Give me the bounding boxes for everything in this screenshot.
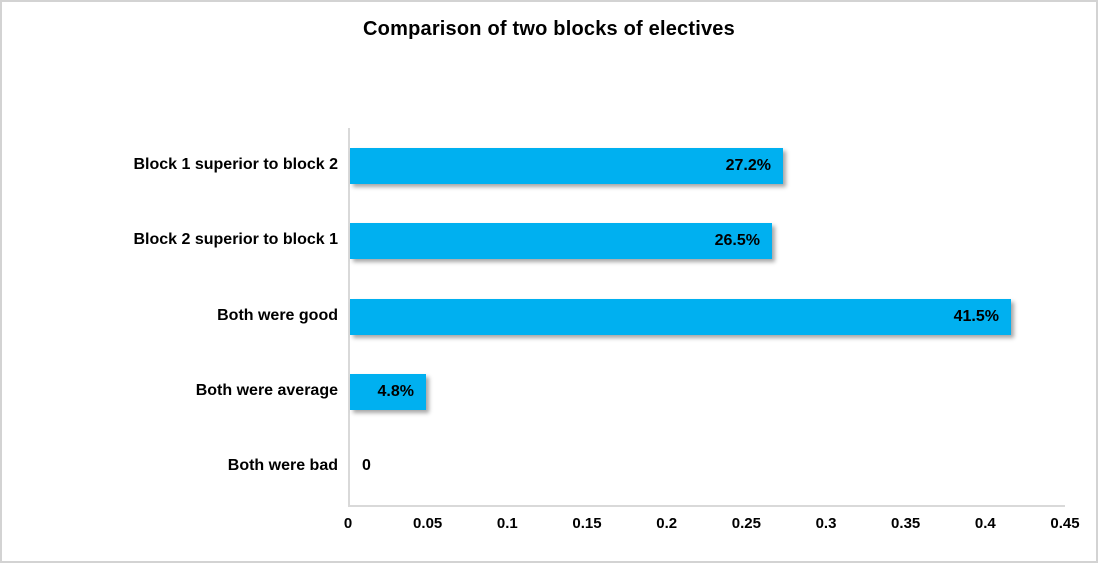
- y-axis-line: [348, 128, 350, 505]
- x-axis-tick-label: 0.25: [731, 515, 761, 532]
- category-label: Block 2 superior to block 1: [133, 231, 339, 249]
- x-axis-tick-label: 0.15: [572, 515, 602, 532]
- x-axis-tick-label: 0.4: [974, 515, 996, 532]
- x-axis-tick-label: 0.2: [656, 515, 678, 532]
- bar: 4.8%: [350, 373, 426, 410]
- x-axis-tick-label: 0.45: [1050, 515, 1080, 532]
- category-label: Both were good: [217, 306, 338, 324]
- bar-value-label: 4.8%: [377, 382, 414, 400]
- bar: 41.5%: [350, 298, 1011, 335]
- x-axis-tick-label: 0: [343, 515, 353, 532]
- category-label: Block 1 superior to block 2: [133, 155, 339, 173]
- bar: 26.5%: [350, 223, 772, 260]
- x-axis-line: [348, 505, 1065, 507]
- bar-value-label: 27.2%: [725, 156, 771, 174]
- bar-value-label: 41.5%: [953, 307, 999, 325]
- category-label: Both were bad: [227, 457, 338, 475]
- x-axis-tick-label: 0.3: [815, 515, 837, 532]
- bar-value-label: 0: [362, 457, 371, 475]
- bar-value-label: 26.5%: [714, 232, 760, 250]
- x-axis-tick-label: 0.05: [413, 515, 443, 532]
- bar: 27.2%: [350, 147, 783, 184]
- chart-title: Comparison of two blocks of electives: [363, 18, 735, 40]
- x-axis-tick-label: 0.35: [891, 515, 921, 532]
- x-axis-tick-label: 0.1: [496, 515, 518, 532]
- category-label: Both were average: [195, 381, 338, 399]
